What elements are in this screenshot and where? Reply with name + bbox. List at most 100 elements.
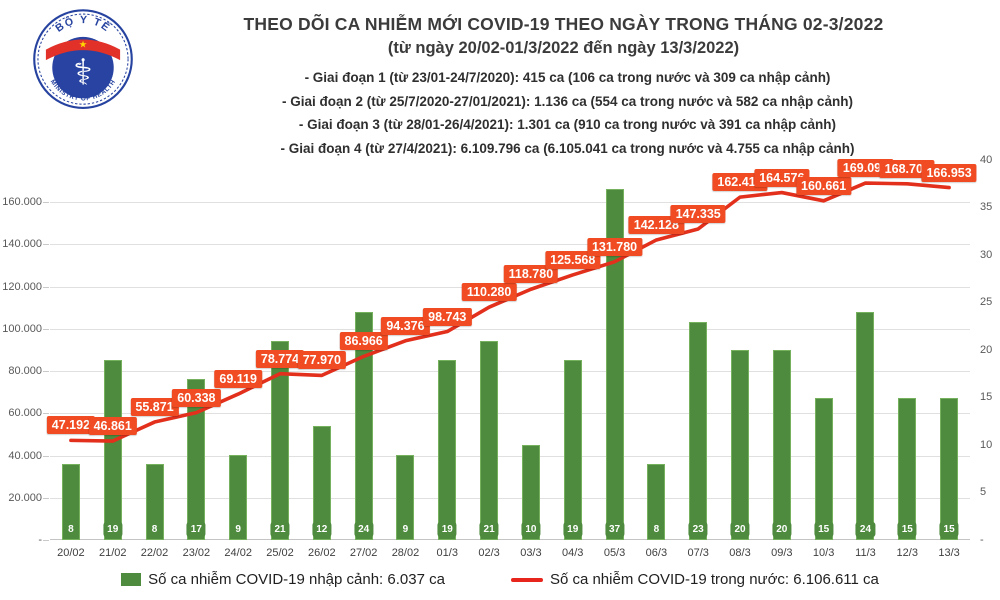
imported-cases-bar (354, 312, 373, 540)
right-axis-tick: 15 (980, 391, 993, 403)
gridline (50, 497, 970, 499)
right-axis-tick: 25 (980, 296, 993, 308)
date-label: 26/02 (308, 547, 336, 559)
imported-cases-value: 15 (814, 522, 834, 537)
gridline (50, 455, 970, 457)
imported-cases-value: 24 (855, 522, 876, 537)
imported-cases-value: 21 (479, 522, 499, 537)
logo-red-band (45, 39, 121, 61)
date-label: 09/3 (771, 547, 793, 559)
date-label: 28/02 (391, 547, 420, 559)
domestic-cases-label: 166.953 (921, 163, 977, 182)
right-axis-tick: 20 (980, 343, 993, 356)
imported-cases-bar (731, 350, 749, 540)
domestic-cases-line (69, 181, 951, 443)
legend-label-domestic: Số ca nhiễm COVID-19 trong nước: 6.106.6… (549, 571, 879, 588)
imported-cases-bar (940, 397, 959, 540)
right-axis-tick: 30 (980, 248, 993, 261)
imported-cases-bar (438, 359, 457, 540)
logo-blue-disc (52, 36, 114, 99)
date-label: 04/3 (562, 547, 584, 559)
domestic-cases-label: 60.338 (172, 388, 221, 407)
left-axis-tick: 20.000 (8, 491, 42, 504)
domestic-cases-label: 47.192 (46, 416, 96, 435)
domestic-cases-swatch-icon (510, 577, 543, 582)
left-axis-tickmark (43, 497, 49, 499)
date-label: 21/02 (98, 547, 127, 559)
right-axis-tick: 5 (980, 486, 987, 498)
domestic-cases-label: 162.415 (712, 173, 768, 192)
imported-cases-bar (689, 321, 708, 540)
legend-label-imported: Số ca nhiễm COVID-19 nhập cảnh: 6.037 ca (148, 571, 445, 588)
domestic-cases-label: 164.576 (754, 168, 810, 187)
period-line-1: - Giai đoạn 1 (từ 23/01-24/7/2020): 415 … (304, 70, 831, 85)
date-label: 07/3 (687, 547, 709, 559)
imported-cases-bar (312, 426, 331, 540)
date-label: 06/3 (645, 547, 668, 559)
imported-cases-value: 9 (398, 522, 413, 537)
left-axis-tick: 140.000 (2, 238, 42, 251)
imported-cases-bar (229, 454, 248, 540)
right-axis-tick: - (980, 533, 984, 546)
domestic-cases-label: 160.661 (796, 176, 852, 195)
date-label: 12/3 (896, 547, 918, 559)
logo-star-icon: ★ (79, 39, 88, 50)
imported-cases-bar (856, 312, 875, 540)
domestic-cases-label: 94.376 (381, 316, 430, 335)
imported-cases-value: 20 (730, 522, 750, 537)
imported-cases-value: 21 (270, 522, 290, 537)
date-label: 10/3 (812, 547, 835, 559)
right-axis-tick: 35 (980, 201, 993, 213)
domestic-cases-label: 110.280 (461, 283, 517, 302)
legend-item-domestic: Số ca nhiễm COVID-19 trong nước: 6.106.6… (510, 571, 879, 588)
domestic-cases-label: 169.090 (837, 159, 894, 178)
domestic-cases-label: 69.119 (214, 370, 262, 389)
date-label: 27/02 (349, 547, 378, 559)
imported-cases-value: 12 (312, 522, 332, 537)
imported-cases-bar (396, 454, 415, 540)
domestic-cases-label: 77.970 (297, 351, 346, 370)
imported-cases-value: 15 (897, 522, 917, 537)
imported-cases-value: 19 (563, 522, 583, 537)
date-label: 05/3 (603, 547, 626, 559)
left-axis-tickmark (43, 202, 49, 204)
legend-item-imported: Số ca nhiễm COVID-19 nhập cảnh: 6.037 ca (121, 571, 445, 588)
date-label: 22/02 (140, 547, 169, 559)
date-label: 23/02 (182, 547, 211, 559)
domestic-cases-label: 142.128 (628, 215, 684, 234)
domestic-cases-label: 125.568 (545, 250, 601, 269)
plot-area: - 20.000 40.000 60.000 80.000 100.000 120.000 1… (2, 154, 992, 547)
left-axis-tick: 60.000 (8, 407, 42, 420)
left-axis-tick: 80.000 (8, 365, 42, 378)
date-label: 20/02 (57, 547, 85, 559)
chart-subtitle: (từ ngày 20/02-01/3/2022 đến ngày 13/3/2… (387, 39, 740, 57)
domestic-cases-label: 78.774 (255, 349, 305, 368)
x-axis-labels: 20/02 21/02 22/02 23/02 24/02 25/02 26/02 27/02… (50, 547, 970, 562)
left-axis-tickmark (43, 244, 49, 246)
left-axis-tick: - (38, 534, 42, 546)
ministry-of-health-logo: ★ ⚕ BỘ Y TẾ MINISTRY OF HEALTH (33, 9, 133, 109)
left-axis-tickmark (43, 328, 49, 330)
imported-cases-bar (480, 340, 499, 540)
imported-cases-bar (563, 359, 582, 540)
domestic-cases-label: 118.780 (503, 265, 559, 284)
imported-cases-bar (605, 188, 624, 540)
imported-cases-value: 15 (939, 522, 959, 537)
period-line-4: - Giai đoạn 4 (từ 27/4/2021): 6.109.796 … (280, 140, 855, 156)
imported-cases-value: 8 (649, 522, 664, 537)
imported-cases-bar (521, 445, 540, 540)
imported-cases-bar (145, 464, 164, 540)
legend: Số ca nhiễm COVID-19 nhập cảnh: 6.037 ca… (0, 571, 1000, 588)
period-line-3: - Giai đoạn 3 (từ 28/01-26/4/2021): 1.30… (298, 117, 837, 132)
imported-cases-value: 24 (354, 522, 374, 537)
period-summary-block: - Giai đoạn 1 (từ 23/01-24/7/2020): 415 … (135, 66, 1000, 160)
left-axis-tickmark (43, 413, 49, 415)
imported-cases-value: 17 (186, 522, 206, 537)
x-axis-line (50, 539, 970, 540)
left-axis-tickmark (43, 371, 49, 373)
imported-cases-bar (187, 378, 206, 540)
left-axis-tick: 40.000 (8, 449, 42, 462)
imported-cases-value: 8 (147, 522, 162, 537)
imported-cases-value: 8 (64, 522, 78, 537)
